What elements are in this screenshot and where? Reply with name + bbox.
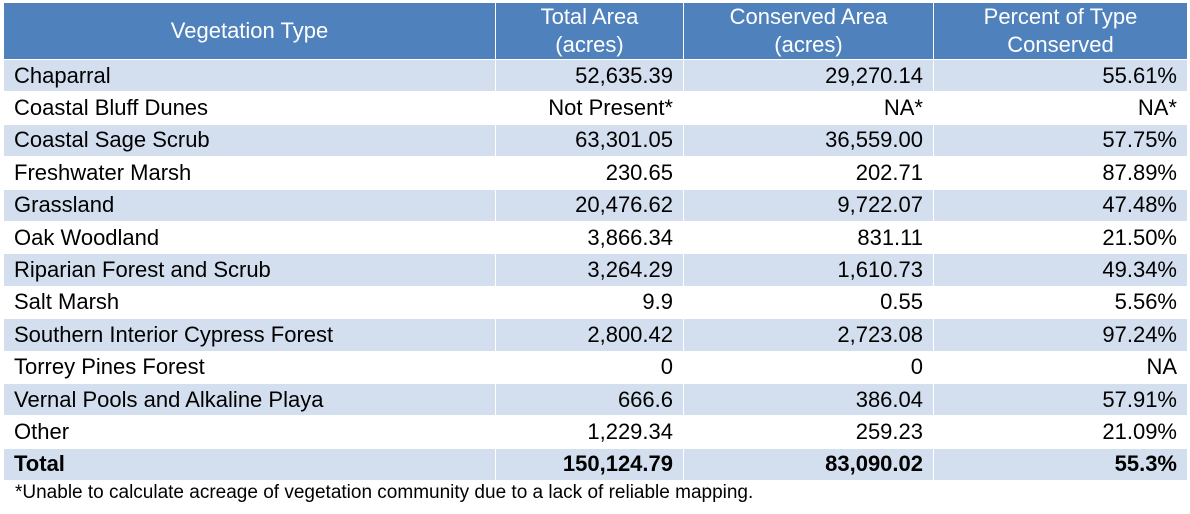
- cell-total-area: 20,476.62: [495, 188, 684, 222]
- cell-vegetation-type: Chaparral: [3, 58, 496, 93]
- header-line: (acres): [774, 32, 843, 57]
- total-area: 150,124.79: [495, 447, 684, 482]
- cell-vegetation-type: Torrey Pines Forest: [3, 350, 496, 384]
- table-row: Grassland 20,476.62 9,722.07 47.48%: [3, 188, 1188, 222]
- cell-conserved-area: 29,270.14: [683, 58, 934, 93]
- cell-vegetation-type: Coastal Sage Scrub: [3, 123, 496, 158]
- cell-total-area: 1,229.34: [495, 415, 684, 449]
- table-body: Chaparral 52,635.39 29,270.14 55.61% Coastal…: [3, 58, 1188, 482]
- cell-percent-conserved: 5.56%: [933, 285, 1188, 320]
- header-line: Total Area: [540, 4, 639, 29]
- cell-total-area: Not Present*: [495, 91, 684, 125]
- cell-percent-conserved: 55.61%: [933, 58, 1188, 93]
- cell-total-area: 52,635.39: [495, 58, 684, 93]
- cell-total-area: 3,866.34: [495, 220, 684, 255]
- cell-vegetation-type: Southern Interior Cypress Forest: [3, 318, 496, 352]
- cell-percent-conserved: 57.75%: [933, 123, 1188, 158]
- cell-vegetation-type: Salt Marsh: [3, 285, 496, 320]
- footnote: *Unable to calculate acreage of vegetati…: [15, 482, 754, 503]
- cell-percent-conserved: NA: [933, 350, 1188, 384]
- cell-percent-conserved: 49.34%: [933, 253, 1188, 287]
- header-line: Conserved: [1007, 32, 1114, 57]
- cell-vegetation-type: Freshwater Marsh: [3, 156, 496, 190]
- table-row: Oak Woodland 3,866.34 831.11 21.50%: [3, 220, 1188, 255]
- cell-total-area: 230.65: [495, 156, 684, 190]
- cell-vegetation-type: Grassland: [3, 188, 496, 222]
- cell-vegetation-type: Vernal Pools and Alkaline Playa: [3, 382, 496, 417]
- cell-vegetation-type: Coastal Bluff Dunes: [3, 91, 496, 125]
- table-row: Other 1,229.34 259.23 21.09%: [3, 415, 1188, 449]
- header-total-area: Total Area (acres): [495, 2, 684, 60]
- cell-vegetation-type: Other: [3, 415, 496, 449]
- cell-total-area: 2,800.42: [495, 318, 684, 352]
- cell-total-area: 0: [495, 350, 684, 384]
- cell-percent-conserved: 21.50%: [933, 220, 1188, 255]
- cell-conserved-area: 36,559.00: [683, 123, 934, 158]
- cell-percent-conserved: 21.09%: [933, 415, 1188, 449]
- table-row: Southern Interior Cypress Forest 2,800.42…: [3, 318, 1188, 352]
- cell-total-area: 666.6: [495, 382, 684, 417]
- total-label: Total: [3, 447, 496, 482]
- table-row: Salt Marsh 9.9 0.55 5.56%: [3, 285, 1188, 320]
- table-row: Vernal Pools and Alkaline Playa 666.6 386.…: [3, 382, 1188, 417]
- cell-conserved-area: 1,610.73: [683, 253, 934, 287]
- total-conserved-area: 83,090.02: [683, 447, 934, 482]
- header-line: Vegetation Type: [170, 18, 329, 43]
- table-row: Coastal Sage Scrub 63,301.05 36,559.00 57.7…: [3, 123, 1188, 158]
- cell-total-area: 63,301.05: [495, 123, 684, 158]
- cell-conserved-area: 9,722.07: [683, 188, 934, 222]
- cell-conserved-area: NA*: [683, 91, 934, 125]
- cell-total-area: 3,264.29: [495, 253, 684, 287]
- header-line: (acres): [555, 32, 624, 57]
- cell-percent-conserved: 57.91%: [933, 382, 1188, 417]
- total-row: Total 150,124.79 83,090.02 55.3%: [3, 447, 1188, 482]
- table-row: Chaparral 52,635.39 29,270.14 55.61%: [3, 58, 1188, 93]
- cell-percent-conserved: 87.89%: [933, 156, 1188, 190]
- cell-percent-conserved: 97.24%: [933, 318, 1188, 352]
- cell-conserved-area: 202.71: [683, 156, 934, 190]
- table-row: Coastal Bluff Dunes Not Present* NA* NA*: [3, 91, 1188, 125]
- cell-percent-conserved: NA*: [933, 91, 1188, 125]
- header-conserved-area: Conserved Area (acres): [683, 2, 934, 60]
- cell-conserved-area: 0: [683, 350, 934, 384]
- header-vegetation-type: Vegetation Type: [3, 2, 496, 60]
- vegetation-table: Vegetation Type Total Area (acres) Conse…: [3, 2, 1188, 482]
- cell-percent-conserved: 47.48%: [933, 188, 1188, 222]
- header-row: Vegetation Type Total Area (acres) Conse…: [3, 2, 1188, 60]
- cell-conserved-area: 831.11: [683, 220, 934, 255]
- table-row: Torrey Pines Forest 0 0 NA: [3, 350, 1188, 384]
- total-percent-conserved: 55.3%: [933, 447, 1188, 482]
- cell-vegetation-type: Oak Woodland: [3, 220, 496, 255]
- cell-conserved-area: 0.55: [683, 285, 934, 320]
- cell-conserved-area: 259.23: [683, 415, 934, 449]
- table-row: Riparian Forest and Scrub 3,264.29 1,610.7…: [3, 253, 1188, 287]
- header-percent-conserved: Percent of Type Conserved: [933, 2, 1188, 60]
- header-line: Percent of Type: [983, 4, 1138, 29]
- cell-conserved-area: 2,723.08: [683, 318, 934, 352]
- table-row: Freshwater Marsh 230.65 202.71 87.89%: [3, 156, 1188, 190]
- cell-total-area: 9.9: [495, 285, 684, 320]
- header-line: Conserved Area: [729, 4, 888, 29]
- cell-conserved-area: 386.04: [683, 382, 934, 417]
- cell-vegetation-type: Riparian Forest and Scrub: [3, 253, 496, 287]
